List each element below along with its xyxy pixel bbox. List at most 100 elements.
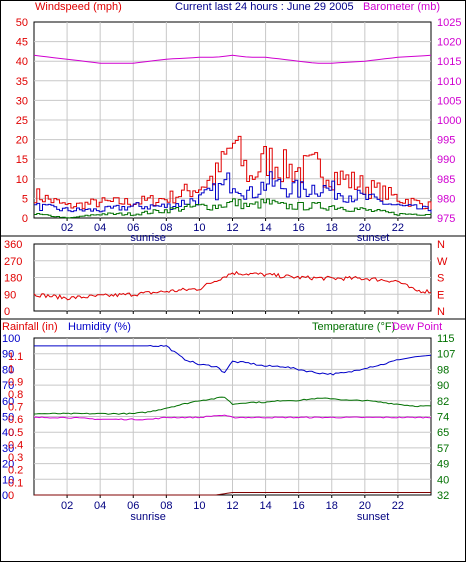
rainfall-y-tick-label: 0.2	[8, 465, 23, 477]
wind-x-tick-label: 06	[127, 222, 139, 234]
temperature-y-tick-label: 82	[437, 396, 449, 408]
series-rainfall-in-line	[34, 492, 431, 496]
baro-y-tick-label: 1015	[437, 56, 461, 68]
baro-y-tick-label: 1005	[437, 95, 461, 107]
series-wind-direction-line	[33, 270, 432, 301]
weather-x-tick-label: 04	[94, 500, 106, 512]
temperature-y-tick-label: 115	[437, 333, 455, 345]
baro-y-tick-label: 1000	[437, 115, 461, 127]
humidity-y-tick-label: 70	[2, 380, 14, 392]
rainfall-y-tick-label: 1.1	[8, 351, 23, 363]
temperature-y-tick-label: 90	[437, 380, 449, 392]
chart-title: Current last 24 hours : June 29 2005	[175, 1, 354, 13]
weather-x-tick-label: 10	[193, 500, 205, 512]
rainfall-y-tick-label: 0	[8, 490, 14, 502]
series-barometer-mb--line	[33, 54, 432, 64]
series-temperature-f-line	[33, 396, 432, 415]
humidity-y-tick-label: 20	[2, 459, 14, 471]
wind-x-tick-label: 02	[61, 222, 73, 234]
wind-x-tick-label: 22	[392, 222, 404, 234]
rainfall-y-tick-label: 0.9	[8, 376, 23, 388]
baro-y-tick-label: 995	[437, 135, 455, 147]
baro-y-tick-label: 1010	[437, 76, 461, 88]
series-dew-point-line	[33, 414, 432, 421]
humidity-y-tick-label: 50	[2, 412, 14, 424]
compass-tick-label: W	[437, 256, 448, 268]
series-humidity-line	[34, 344, 432, 376]
direction-y-tick-label: 0	[4, 306, 10, 318]
wind-x-tick-label: 20	[359, 222, 371, 234]
series-min-line	[34, 198, 432, 219]
wind-y-tick-label: 25	[16, 115, 28, 127]
weather-x-tick-label: 12	[226, 500, 238, 512]
weather-x-tick-label: 08	[160, 500, 172, 512]
dewpoint-label: Dew Point	[392, 321, 442, 333]
wind-x-tick-label: 18	[326, 222, 338, 234]
temperature-y-tick-label: 49	[437, 459, 449, 471]
wind-x-tick-label: 04	[94, 222, 106, 234]
rainfall-y-tick-label: 0.3	[8, 452, 23, 464]
rainfall-y-tick-label: 0.8	[8, 389, 23, 401]
compass-tick-label: E	[437, 289, 444, 301]
rainfall-y-tick-label: 0.7	[8, 402, 23, 414]
wind-x-tick-label: 12	[226, 222, 238, 234]
temperature-y-tick-label: 74	[437, 412, 449, 424]
series-average-line	[34, 171, 432, 213]
direction-y-tick-label: 180	[4, 273, 22, 285]
weather-x-tick-label: 06	[127, 500, 139, 512]
series-gust-line	[34, 135, 432, 210]
temperature-y-tick-label: 98	[437, 364, 449, 376]
wind-x-tick-label: 10	[193, 222, 205, 234]
rainfall-label: Rainfall (in)	[2, 321, 58, 333]
humidity-y-tick-label: 0	[2, 490, 8, 502]
humidity-label: Humidity (%)	[68, 321, 131, 333]
temperature-y-tick-label: 57	[437, 443, 449, 455]
rainfall-y-tick-label: 1	[8, 364, 14, 376]
weather-x-tick-label: 02	[61, 500, 73, 512]
wind-x-tick-label: 14	[259, 222, 271, 234]
wind-y-tick-label: 10	[16, 174, 28, 186]
baro-y-tick-label: 990	[437, 154, 455, 166]
wind-y-tick-label: 45	[16, 37, 28, 49]
temperature-y-tick-label: 65	[437, 427, 449, 439]
rainfall-y-tick-label: 0.5	[8, 427, 23, 439]
direction-y-tick-label: 360	[4, 239, 22, 251]
weather-x-tick-label: 14	[259, 500, 271, 512]
humidity-y-tick-label: 30	[2, 443, 14, 455]
wind-y-tick-label: 35	[16, 76, 28, 88]
wind-y-tick-label: 50	[16, 17, 28, 29]
baro-y-tick-label: 985	[437, 174, 455, 186]
humidity-y-tick-label: 80	[2, 364, 14, 376]
wind-y-tick-label: 0	[22, 213, 28, 225]
compass-tick-label: S	[437, 273, 444, 285]
wind-x-tick-label: 08	[160, 222, 172, 234]
weather-x-tick-label: 20	[359, 500, 371, 512]
baro-y-tick-label: 1025	[437, 17, 461, 29]
sunrise-label: sunrise	[130, 232, 165, 244]
wind-left-label: Windspeed (mph)	[35, 1, 122, 13]
humidity-y-tick-label: 10	[2, 474, 14, 486]
direction-panel: 360 N 270 W 180 S 90 E 0 N	[4, 239, 448, 318]
wind-y-tick-label: 20	[16, 135, 28, 147]
humidity-y-tick-label: 100	[2, 333, 20, 345]
sunset-label: sunset	[357, 511, 389, 523]
rainfall-y-tick-label: 0.1	[8, 477, 23, 489]
temperature-label: Temperature (°F)	[312, 321, 395, 333]
temperature-y-tick-label: 40	[437, 474, 449, 486]
humidity-y-tick-label: 40	[2, 427, 14, 439]
humidity-y-tick-label: 90	[2, 349, 14, 361]
baro-y-tick-label: 980	[437, 193, 455, 205]
wind-y-tick-label: 5	[22, 193, 28, 205]
wind-right-label: Barometer (mb)	[363, 1, 440, 13]
wind-y-tick-label: 15	[16, 154, 28, 166]
wind-y-tick-label: 30	[16, 95, 28, 107]
temperature-y-tick-label: 32	[437, 490, 449, 502]
weather-x-tick-label: 16	[293, 500, 305, 512]
compass-tick-label: N	[437, 239, 445, 251]
rainfall-y-tick-label: 0.6	[8, 414, 23, 426]
wind-y-tick-label: 40	[16, 56, 28, 68]
